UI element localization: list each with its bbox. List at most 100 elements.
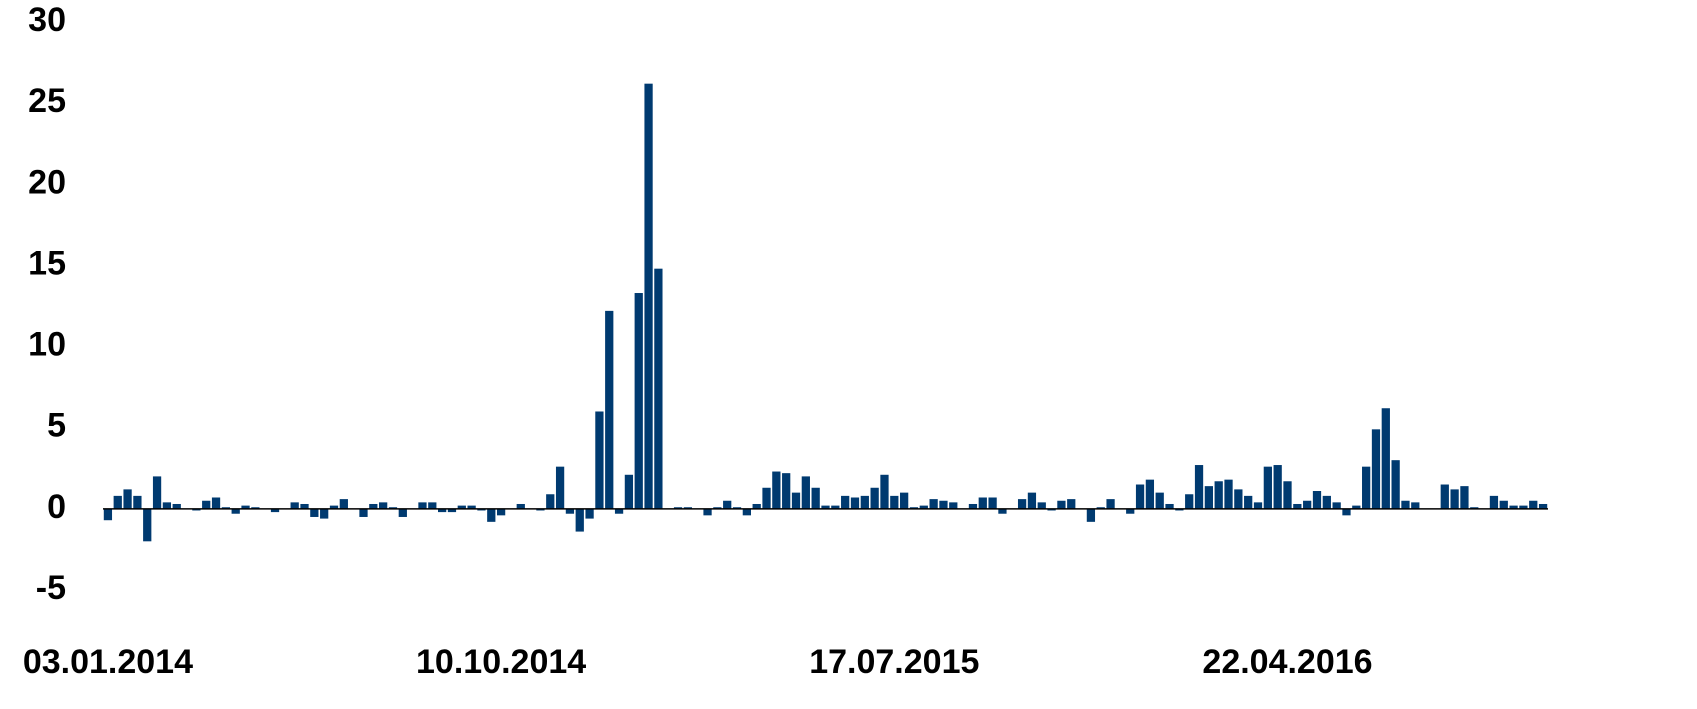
- bar: [1401, 500, 1410, 509]
- bar: [968, 503, 978, 509]
- bar: [192, 508, 201, 511]
- bar: [487, 508, 496, 522]
- bar: [1342, 508, 1351, 516]
- bar: [1165, 503, 1174, 509]
- bar: [782, 473, 791, 509]
- bar: [1194, 465, 1204, 509]
- bar: [870, 487, 879, 509]
- bar: [1322, 495, 1331, 509]
- bar: [1391, 460, 1400, 509]
- bar: [1126, 508, 1135, 514]
- bar: [1096, 507, 1105, 509]
- bar: [900, 492, 909, 509]
- y-tick-label: 5: [47, 407, 66, 445]
- bar: [909, 507, 919, 509]
- bar: [1312, 491, 1322, 509]
- bar: [978, 497, 987, 509]
- bar: [772, 471, 781, 509]
- bar: [221, 507, 231, 509]
- bar: [546, 494, 555, 509]
- bar: [1293, 503, 1302, 509]
- bar: [565, 508, 575, 514]
- y-tick-label: -5: [36, 569, 66, 607]
- bar: [428, 502, 437, 509]
- bar: [1519, 505, 1528, 509]
- bar: [998, 508, 1007, 514]
- bar: [516, 503, 525, 509]
- y-tick-label: 25: [28, 82, 66, 120]
- bar: [1489, 495, 1499, 509]
- bar: [1047, 508, 1056, 511]
- bar: [1509, 505, 1518, 509]
- bar: [732, 507, 742, 509]
- x-tick-label: 22.04.2016: [1202, 643, 1372, 681]
- bar: [290, 502, 299, 509]
- bar: [880, 474, 889, 509]
- bar: [1234, 489, 1243, 509]
- bar: [300, 503, 309, 509]
- bar: [1214, 481, 1223, 509]
- bar: [1145, 479, 1155, 509]
- bar: [329, 505, 339, 509]
- bar: [467, 505, 476, 509]
- bar: [1303, 500, 1312, 509]
- bar: [1362, 466, 1371, 509]
- y-tick-label: 0: [47, 488, 66, 526]
- bar: [605, 310, 614, 509]
- bar: [929, 499, 938, 509]
- bar: [1244, 495, 1253, 509]
- bar: [585, 508, 594, 519]
- bar: [644, 83, 653, 509]
- bar: [447, 508, 457, 513]
- bar: [1273, 465, 1282, 509]
- bar: [1371, 429, 1381, 509]
- bar: [359, 508, 368, 517]
- bar: [654, 268, 663, 509]
- bar: [713, 507, 722, 509]
- bar: [850, 497, 860, 509]
- y-tick-label: 15: [28, 244, 66, 282]
- bar: [919, 505, 928, 509]
- bar: [988, 497, 997, 509]
- bar: [1175, 508, 1184, 511]
- bar: [1381, 408, 1390, 509]
- bar: [1135, 484, 1145, 509]
- bar: [683, 507, 693, 509]
- bar: [162, 502, 172, 509]
- x-tick-label: 17.07.2015: [809, 643, 979, 681]
- bar: [634, 293, 643, 509]
- bar: [1224, 479, 1233, 509]
- bar: [1017, 499, 1027, 509]
- y-tick-label: 20: [28, 163, 66, 201]
- bar: [1027, 492, 1037, 509]
- bar: [1450, 489, 1459, 509]
- bar: [860, 495, 869, 509]
- bar: [1263, 466, 1272, 509]
- bar: [241, 505, 250, 509]
- bar: [536, 508, 545, 511]
- bar: [152, 476, 162, 509]
- bar: [496, 508, 506, 516]
- bar: [595, 411, 604, 509]
- bar: [791, 492, 801, 509]
- bar: [231, 508, 240, 514]
- bar: [1529, 500, 1538, 509]
- bar: [379, 502, 388, 509]
- bar: [1185, 494, 1194, 509]
- bar: [123, 489, 132, 509]
- bar: [841, 495, 850, 509]
- bar: [398, 508, 407, 517]
- x-tick-label: 03.01.2014: [23, 643, 193, 681]
- bar: [1460, 486, 1469, 509]
- bar: [1253, 502, 1263, 509]
- bar: [673, 507, 683, 509]
- y-tick-label: 10: [28, 326, 66, 364]
- bar: [1155, 492, 1164, 509]
- bar: [1411, 502, 1420, 509]
- bar: [801, 476, 810, 509]
- bar: [762, 487, 771, 509]
- bar: [752, 503, 761, 509]
- bar: [1352, 505, 1361, 509]
